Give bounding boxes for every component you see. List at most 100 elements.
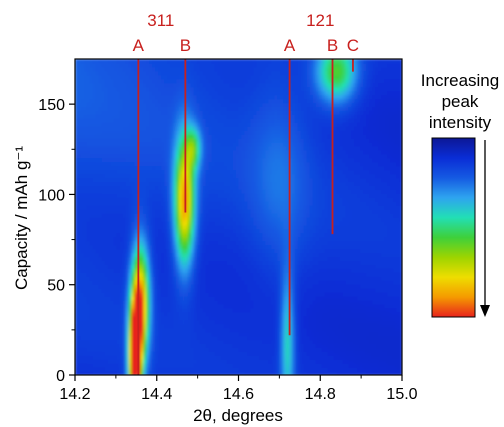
heatmap-cell [95, 232, 100, 238]
heatmap-cell [211, 228, 216, 234]
heatmap-cell [211, 311, 216, 317]
heatmap-cell [146, 236, 150, 242]
heatmap-cell [226, 327, 231, 333]
heatmap-cell [226, 220, 231, 226]
heatmap-cell [232, 134, 237, 139]
heatmap-cell [98, 288, 103, 293]
heatmap-cell [149, 347, 153, 352]
heatmap-cell [241, 303, 246, 309]
heatmap-cell [202, 98, 207, 104]
heatmap-cell [241, 339, 246, 344]
heatmap-cell [80, 244, 85, 250]
heatmap-cell [229, 371, 234, 375]
heatmap-cell [116, 232, 121, 238]
heatmap-cell [211, 193, 216, 198]
heatmap-cell [232, 343, 237, 348]
heatmap-cell [119, 126, 124, 131]
heatmap-cell [223, 264, 228, 269]
heatmap-cell [89, 244, 94, 250]
heatmap-cell [89, 339, 94, 344]
heatmap-cell [256, 59, 260, 64]
heatmap-cell [146, 264, 150, 269]
heatmap-cell [164, 74, 168, 80]
heatmap-cell [179, 106, 183, 111]
heatmap-cell [158, 315, 162, 321]
heatmap-cell [220, 311, 225, 317]
heatmap-cell [190, 145, 195, 151]
heatmap-cell [128, 169, 133, 175]
heatmap-cell [232, 130, 237, 135]
heatmap-cell [182, 153, 186, 159]
heatmap-cell [86, 126, 91, 131]
heatmap-cell [229, 299, 234, 305]
heatmap-cell [119, 331, 124, 337]
heatmap-cell [235, 138, 240, 143]
heatmap-cell [205, 355, 210, 360]
heatmap-cell [187, 181, 192, 186]
heatmap-cell [143, 355, 147, 360]
heatmap-cell [217, 177, 222, 183]
heatmap-cell [238, 288, 243, 293]
heatmap-cell [184, 98, 189, 104]
heatmap-cell [214, 82, 219, 88]
heatmap-cell [238, 209, 243, 214]
heatmap-cell [173, 169, 177, 175]
heatmap-cell [140, 228, 144, 234]
heatmap-cell [131, 126, 136, 131]
heatmap-cell [116, 303, 121, 309]
heatmap-cell [235, 252, 240, 258]
heatmap-cell [211, 122, 216, 127]
heatmap-cell [250, 292, 254, 297]
heatmap-cell [110, 323, 115, 329]
heatmap-cell [122, 363, 127, 368]
heatmap-cell [107, 327, 112, 333]
heatmap-cell [208, 343, 213, 348]
heatmap-cell [75, 343, 79, 348]
heatmap-cell [211, 347, 216, 352]
heatmap-cell [253, 78, 257, 84]
heatmap-cell [89, 165, 94, 171]
heatmap-cell [161, 224, 165, 230]
heatmap-cell [77, 311, 82, 317]
heatmap-cell [223, 272, 228, 277]
heatmap-cell [161, 315, 165, 321]
heatmap-cell [176, 161, 180, 167]
heatmap-cell [143, 165, 147, 171]
heatmap-cell [95, 161, 100, 167]
heatmap-cell [211, 343, 216, 348]
heatmap-cell [167, 90, 171, 96]
heatmap-cell [152, 66, 156, 72]
heatmap-cell [214, 122, 219, 127]
heatmap-cell [217, 126, 222, 131]
heatmap-cell [92, 272, 97, 277]
heatmap-cell [128, 149, 133, 155]
heatmap-cell [125, 327, 130, 333]
heatmap-cell [241, 106, 246, 111]
heatmap-cell [220, 86, 225, 92]
heatmap-cell [223, 339, 228, 344]
heatmap-cell [229, 256, 234, 262]
heatmap-cell [89, 299, 94, 305]
heatmap-cell [77, 161, 82, 167]
heatmap-cell [98, 90, 103, 96]
heatmap-cell [75, 126, 79, 131]
heatmap-cell [95, 351, 100, 356]
heatmap-cell [247, 141, 251, 147]
heatmap-cell [98, 307, 103, 313]
heatmap-cell [244, 98, 249, 104]
heatmap-cell [226, 339, 231, 344]
heatmap-cell [253, 177, 257, 183]
heatmap-cell [253, 126, 257, 131]
heatmap-cell [179, 90, 183, 96]
heatmap-cell [75, 74, 79, 80]
heatmap-cell [202, 59, 207, 64]
heatmap-cell [167, 315, 171, 321]
heatmap-cell [143, 268, 147, 273]
heatmap-cell [235, 260, 240, 265]
heatmap-cell [223, 276, 228, 281]
heatmap-cell [235, 141, 240, 147]
heatmap-cell [226, 193, 231, 198]
heatmap-cell [182, 134, 186, 139]
heatmap-cell [238, 307, 243, 313]
heatmap-cell [167, 130, 171, 135]
